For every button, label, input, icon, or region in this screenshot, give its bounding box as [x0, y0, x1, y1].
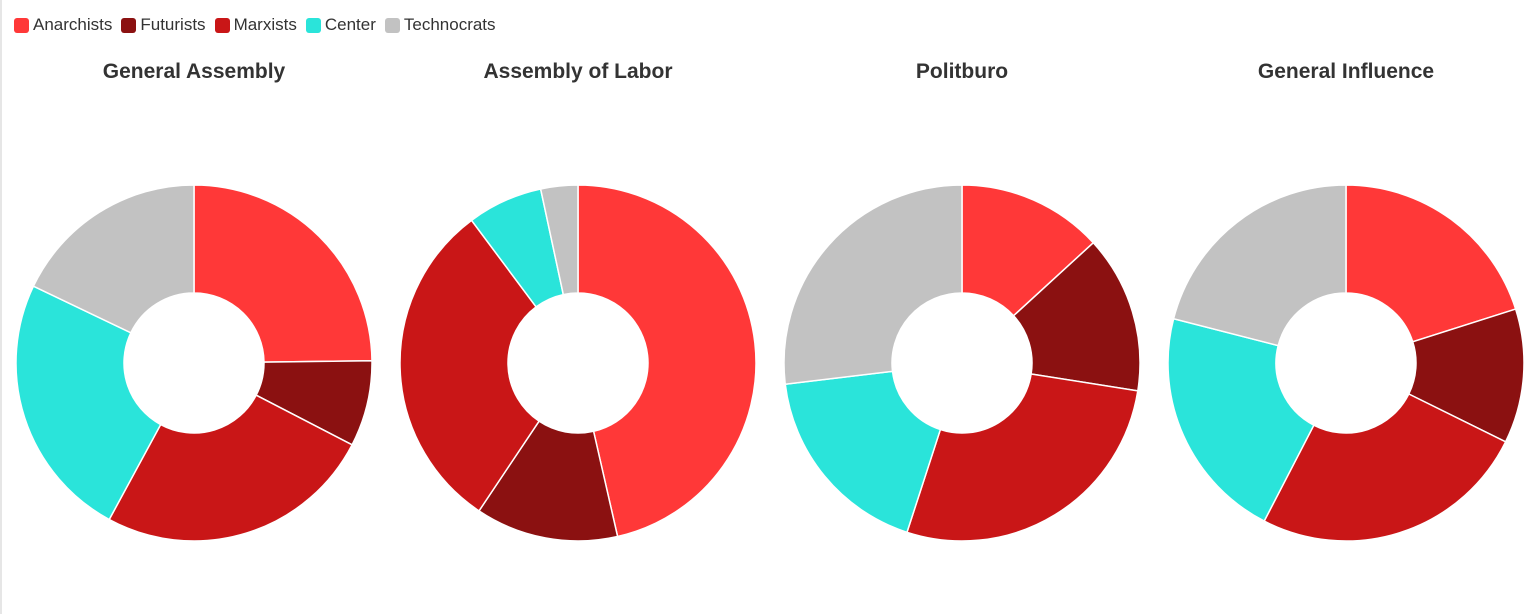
- legend-label-futurists: Futurists: [140, 15, 206, 34]
- legend-swatch-marxists: [214, 17, 230, 33]
- donut-slice-politburo-anarchists[interactable]: [961, 184, 1095, 317]
- donut-slice-politburo-center[interactable]: [784, 370, 942, 534]
- donut-slice-general-influence-marxists[interactable]: [1263, 392, 1507, 542]
- donut-slice-general-assembly-center[interactable]: [15, 285, 162, 521]
- donut-slice-politburo-futurists[interactable]: [1012, 241, 1141, 392]
- donut-slice-general-assembly-marxists[interactable]: [108, 394, 354, 542]
- donut-slice-assembly-of-labor-futurists[interactable]: [477, 420, 619, 542]
- donut-slice-general-assembly-anarchists[interactable]: [193, 184, 373, 363]
- legend-swatch-center: [305, 17, 321, 33]
- legend-item-center[interactable]: Center: [305, 15, 376, 35]
- donut-slice-general-influence-center[interactable]: [1167, 317, 1315, 523]
- donut-slice-general-assembly-technocrats[interactable]: [32, 184, 195, 334]
- donut-slice-politburo-technocrats[interactable]: [783, 184, 963, 386]
- legend-item-marxists[interactable]: Marxists: [214, 15, 297, 35]
- donut-slice-assembly-of-labor-anarchists[interactable]: [577, 184, 757, 538]
- legend: Anarchists Futurists Marxists Center Tec…: [14, 15, 496, 35]
- legend-item-technocrats[interactable]: Technocrats: [384, 15, 496, 35]
- legend-item-anarchists[interactable]: Anarchists: [14, 15, 112, 35]
- legend-label-center: Center: [324, 15, 376, 34]
- legend-swatch-futurists: [121, 17, 137, 33]
- chart-title-general-assembly: General Assembly: [102, 60, 286, 83]
- chart-title-general-influence: General Influence: [1257, 60, 1435, 83]
- donut-slice-general-influence-technocrats[interactable]: [1172, 184, 1347, 347]
- legend-label-technocrats: Technocrats: [403, 15, 496, 34]
- donut-slice-politburo-marxists[interactable]: [906, 373, 1139, 542]
- donut-slice-assembly-of-labor-technocrats[interactable]: [539, 184, 579, 296]
- legend-swatch-anarchists: [14, 17, 29, 33]
- legend-label-marxists: Marxists: [233, 15, 297, 34]
- chart-title-assembly-of-labor: Assembly of Labor: [483, 60, 673, 83]
- donut-slice-general-influence-anarchists[interactable]: [1345, 184, 1517, 343]
- chart-title-politburo: Politburo: [915, 60, 1009, 83]
- donut-slice-general-influence-futurists[interactable]: [1407, 308, 1525, 443]
- donut-slice-assembly-of-labor-marxists[interactable]: [399, 219, 541, 512]
- legend-swatch-technocrats: [384, 17, 400, 33]
- legend-label-anarchists: Anarchists: [33, 15, 113, 34]
- legend-item-futurists[interactable]: Futurists: [121, 15, 206, 35]
